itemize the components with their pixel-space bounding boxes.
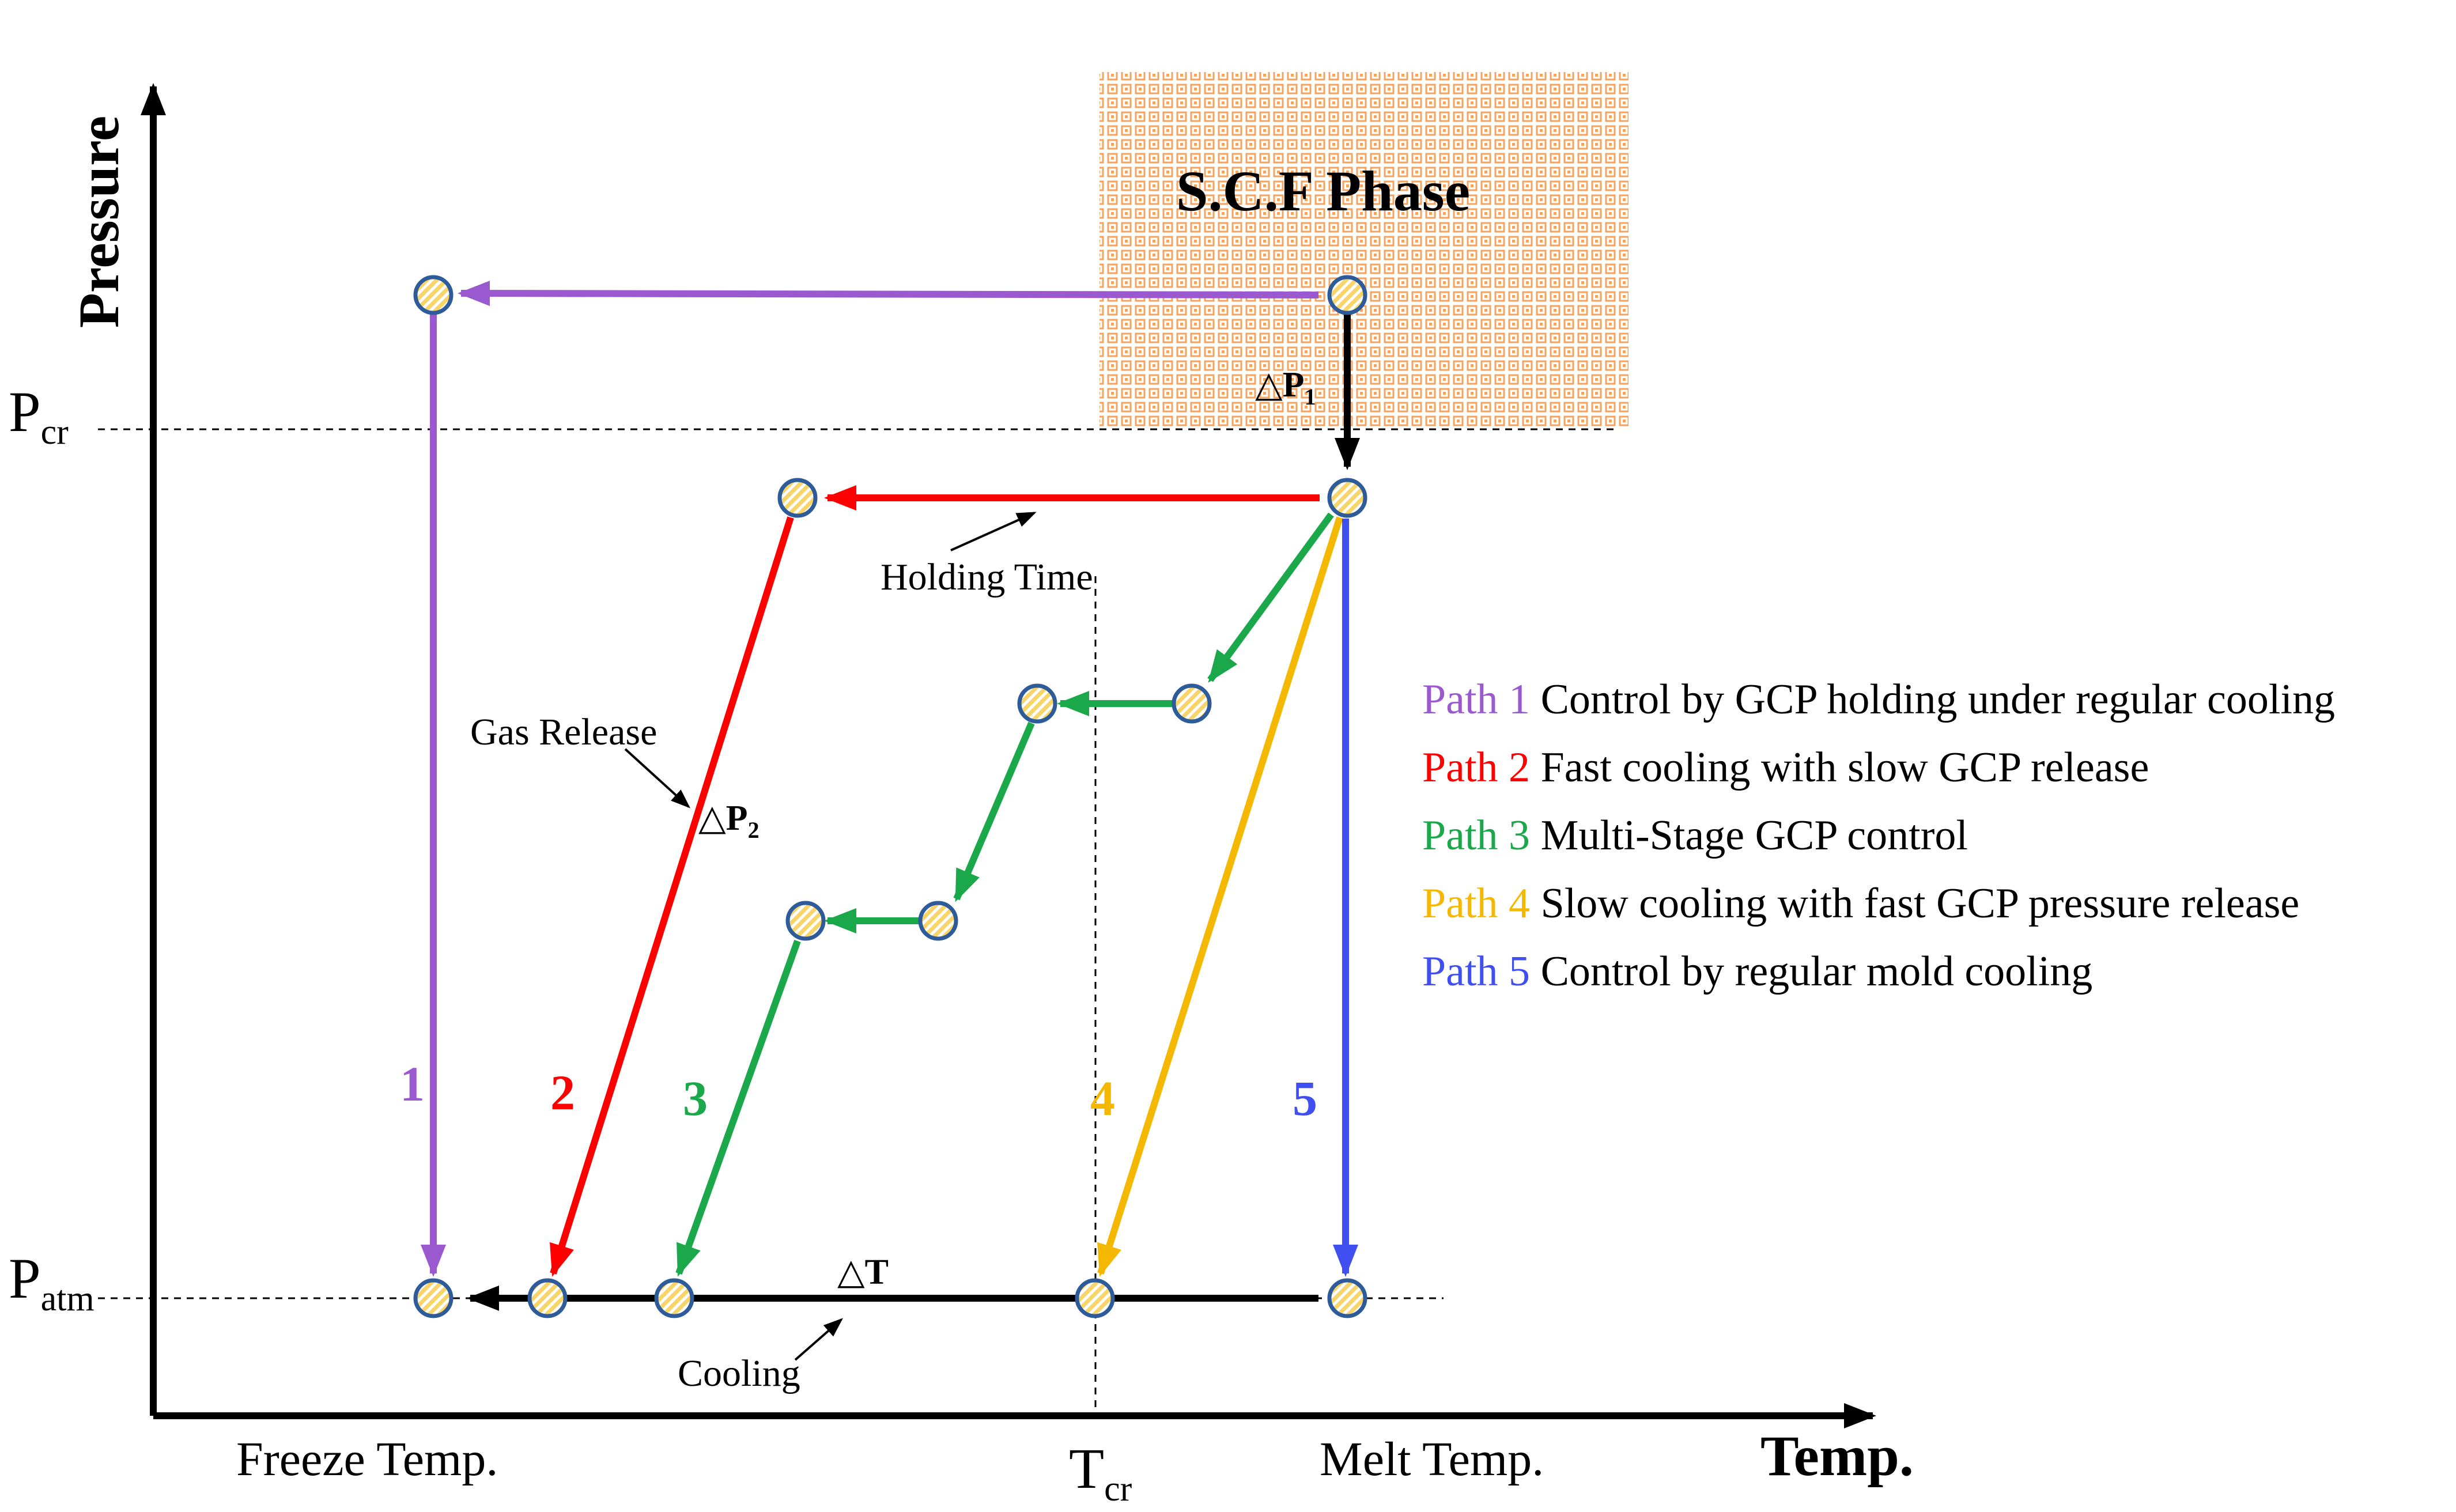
legend: Path 1 Control by GCP holding under regu… — [1422, 676, 2335, 995]
path1-number: 1 — [400, 1056, 425, 1112]
legend-item-path2: Path 2 Fast cooling with slow GCP releas… — [1422, 744, 2149, 791]
path2-diagonal-arrow — [549, 516, 794, 1277]
state-marker — [654, 1278, 694, 1318]
melt-temp-label: Melt Temp. — [1320, 1432, 1544, 1486]
state-markers — [413, 275, 1367, 1318]
p-atm-label: Patm — [9, 1246, 95, 1318]
legend-item-path1: Path 1 Control by GCP holding under regu… — [1422, 676, 2335, 723]
p-cr-label: Pcr — [9, 380, 69, 452]
state-marker — [413, 275, 454, 315]
holding-time-pointer — [950, 512, 1037, 551]
delta-p2-label: △P2 — [698, 799, 760, 843]
state-marker — [1327, 478, 1367, 518]
cooling-pointer — [794, 1318, 844, 1361]
path4-diagonal-arrow — [1097, 516, 1343, 1277]
state-marker — [1327, 1278, 1367, 1318]
legend-item-path5: Path 5 Control by regular mold cooling — [1422, 948, 2092, 995]
state-marker — [413, 1278, 454, 1318]
freeze-temp-label: Freeze Temp. — [236, 1432, 498, 1486]
legend-item-path4: Path 4 Slow cooling with fast GCP pressu… — [1422, 880, 2299, 927]
cooling-label: Cooling — [678, 1352, 800, 1394]
path5-number: 5 — [1293, 1071, 1317, 1126]
legend-item-path3: Path 3 Multi-Stage GCP control — [1422, 812, 1968, 859]
state-marker — [1327, 275, 1367, 315]
state-marker — [527, 1278, 568, 1318]
state-marker — [918, 901, 958, 941]
state-marker — [785, 901, 826, 941]
state-marker — [1172, 683, 1212, 724]
path3-segment3-arrow — [953, 721, 1035, 902]
path1-horizontal-arrow — [458, 281, 1319, 307]
state-marker — [1075, 1278, 1115, 1318]
path2-number: 2 — [550, 1065, 575, 1120]
state-marker — [777, 478, 818, 518]
path3-segment1-arrow — [1207, 512, 1334, 683]
y-axis-title: Pressure — [67, 116, 131, 328]
delta-t-label: △T — [837, 1253, 889, 1292]
path3-segment5-arrow — [675, 939, 801, 1277]
scf-phase-region — [1099, 72, 1628, 429]
gas-release-label: Gas Release — [470, 711, 657, 753]
path4-number: 4 — [1090, 1071, 1115, 1126]
scf-phase-label: S.C.F Phase — [1176, 159, 1470, 223]
gas-release-pointer — [624, 748, 690, 808]
state-marker — [1017, 683, 1057, 724]
delta-p1-label: △P1 — [1255, 365, 1316, 410]
x-axis-title: Temp. — [1760, 1424, 1914, 1488]
t-cr-label: Tcr — [1069, 1437, 1132, 1509]
holding-time-label: Holding Time — [881, 556, 1093, 598]
path3-number: 3 — [683, 1071, 708, 1126]
